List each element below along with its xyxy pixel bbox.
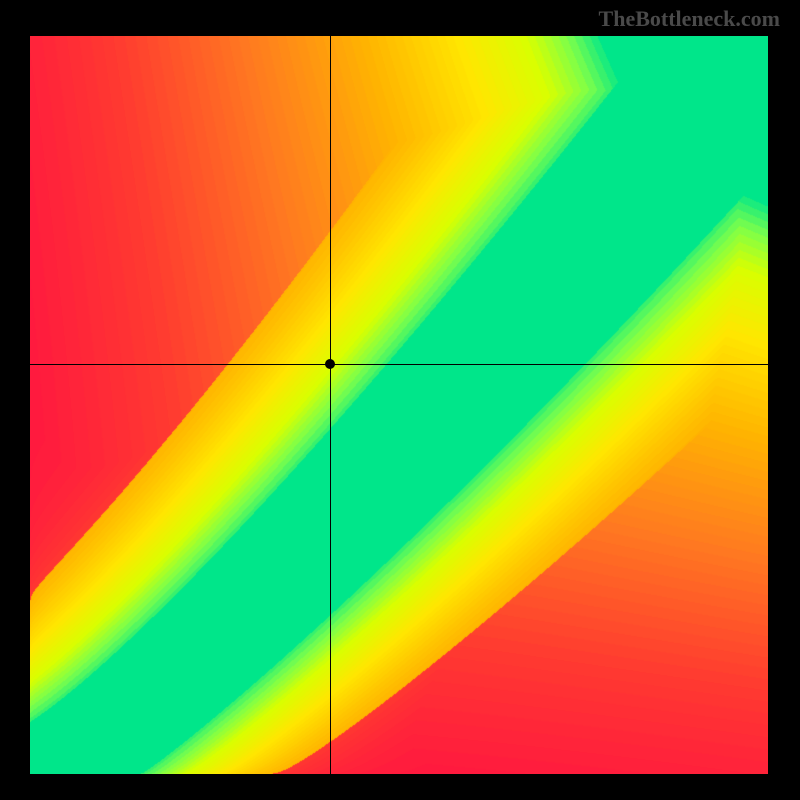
chart-container: TheBottleneck.com xyxy=(0,0,800,800)
heatmap-canvas-wrap xyxy=(30,36,768,774)
plot-area xyxy=(30,36,768,774)
heatmap-canvas xyxy=(30,36,768,774)
crosshair-horizontal xyxy=(30,364,768,365)
watermark-text: TheBottleneck.com xyxy=(599,6,780,32)
crosshair-marker xyxy=(325,359,335,369)
crosshair-vertical xyxy=(330,36,331,774)
